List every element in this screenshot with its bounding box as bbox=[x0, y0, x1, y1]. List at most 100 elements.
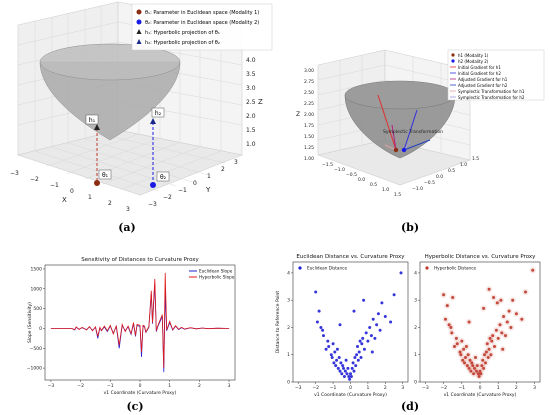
x-tick-b: −1.0 bbox=[334, 167, 345, 173]
z-axis-label: Z bbox=[258, 98, 263, 106]
scatter-point bbox=[495, 301, 499, 305]
scatter-halo bbox=[487, 351, 495, 358]
legend-a bbox=[131, 3, 273, 51]
scatter-point bbox=[345, 372, 349, 376]
scatter-point bbox=[449, 326, 453, 329]
x-tick-label: −1 bbox=[458, 385, 465, 391]
legend-b bbox=[447, 49, 545, 101]
scatter-halo bbox=[474, 362, 481, 369]
scatter-point bbox=[349, 375, 353, 378]
scatter-point bbox=[346, 366, 350, 370]
scatter-halo bbox=[449, 294, 456, 301]
scatter-point bbox=[474, 356, 477, 359]
theta2-label: θ₂ bbox=[160, 174, 167, 181]
initial-gradient-h1 bbox=[377, 94, 397, 151]
scatter-halo bbox=[494, 299, 501, 307]
x-tick: 0 bbox=[70, 188, 74, 195]
y-tick: −3 bbox=[148, 201, 157, 208]
scatter-halo bbox=[470, 370, 477, 377]
z-tick-b: 1.00 bbox=[304, 156, 314, 162]
legend-swatch bbox=[425, 266, 429, 270]
z-tick-b: 3.00 bbox=[304, 68, 314, 74]
chart-sensitivity: −3 −2 −1 0 1 2 3 −1000 −500 0 500 1000 1500 Sensitivi… bbox=[27, 257, 236, 396]
scatter-point bbox=[484, 350, 488, 354]
plot-area bbox=[44, 264, 236, 381]
x-tick-label: 2 bbox=[198, 383, 201, 389]
floor-pane-b bbox=[316, 139, 472, 186]
scatter-point bbox=[491, 334, 495, 338]
scatter-halo bbox=[491, 343, 498, 350]
scatter-halo bbox=[482, 359, 489, 367]
y-tick-label: 2 bbox=[414, 325, 417, 331]
y-tick: −2 bbox=[163, 194, 172, 201]
scatter-point bbox=[467, 366, 471, 370]
legend-b-item: Symplectic Transformation for h1 bbox=[458, 89, 525, 94]
scatter-point bbox=[358, 339, 362, 343]
scatter-point bbox=[350, 366, 354, 370]
scatter-point bbox=[314, 290, 318, 294]
scatter-point bbox=[502, 315, 506, 318]
scatter-halo bbox=[504, 318, 511, 326]
h1-point-b bbox=[393, 147, 399, 153]
scatter-halo bbox=[477, 370, 485, 377]
scatter-point bbox=[353, 356, 357, 359]
scatter-halo bbox=[447, 324, 455, 331]
x-tick-label: 1 bbox=[497, 385, 500, 391]
scatter-halo bbox=[458, 337, 465, 345]
x-tick-label: −1 bbox=[330, 385, 337, 391]
panel-b-3d-plot: Symplectic Transformation 3.00 2.75 2.50… bbox=[296, 49, 545, 234]
scatter-point bbox=[507, 309, 511, 313]
scatter-point bbox=[317, 309, 321, 313]
scatter-point bbox=[321, 328, 325, 332]
scatter-point bbox=[450, 331, 454, 335]
scatter-halo bbox=[493, 327, 500, 334]
y-tick-label: 3 bbox=[414, 298, 417, 304]
z-tick: 4.0 bbox=[246, 57, 256, 64]
scatter-point bbox=[378, 328, 382, 332]
y-tick-b: 0.5 bbox=[448, 168, 455, 174]
scatter-point bbox=[531, 268, 535, 272]
hyperboloid-surface bbox=[39, 61, 181, 141]
scatter-halo bbox=[465, 351, 472, 358]
scatter-halo bbox=[498, 329, 505, 337]
scatter-halo bbox=[485, 286, 493, 293]
caption-d: (d) bbox=[401, 400, 419, 413]
legend-b-item: Initial Gradient for h1 bbox=[458, 65, 501, 70]
scatter-point bbox=[504, 334, 507, 338]
symplectic-annotation: Symplectic Transformation bbox=[383, 129, 443, 135]
y-tick-label: 4 bbox=[414, 270, 417, 276]
scatter-point bbox=[364, 331, 368, 335]
y-tick-label: −1000 bbox=[27, 366, 42, 372]
scatter-point bbox=[466, 353, 470, 357]
scatter-point bbox=[335, 358, 339, 362]
scatter-point bbox=[464, 345, 468, 348]
x-tick-label: −3 bbox=[422, 385, 429, 391]
scatter-point bbox=[462, 347, 466, 351]
x-tick-b: 1.5 bbox=[394, 192, 401, 198]
scatter-point bbox=[488, 336, 492, 340]
scatter-point bbox=[474, 369, 478, 373]
scatter-point bbox=[509, 326, 513, 329]
y-tick: 0 bbox=[193, 180, 197, 187]
scatter-point bbox=[496, 336, 500, 340]
x-tick-label: 0 bbox=[349, 385, 352, 391]
y-tick: 1 bbox=[207, 173, 211, 180]
x-tick-label: 1 bbox=[366, 385, 369, 391]
scatter-point bbox=[482, 366, 486, 370]
scatter-point bbox=[341, 364, 345, 368]
scatter-point bbox=[464, 356, 467, 359]
scatter-point bbox=[362, 298, 366, 302]
scatter-halo bbox=[502, 332, 509, 339]
scatter-halo bbox=[442, 316, 449, 323]
scatter-halo bbox=[496, 321, 504, 328]
y-tick-b: −0.5 bbox=[424, 180, 435, 186]
scatter-point bbox=[493, 345, 496, 348]
scatter-point bbox=[447, 323, 451, 327]
legend-b-item: Initial Gradient for h2 bbox=[458, 71, 501, 76]
x-tick: 1 bbox=[88, 194, 92, 201]
legend-a-item: h₁: Hyperbolic projection of θ₁ bbox=[145, 30, 220, 36]
scatter-point bbox=[360, 342, 364, 346]
legend-swatch bbox=[298, 266, 302, 270]
scatter-point bbox=[479, 372, 483, 376]
scatter-halo bbox=[472, 354, 479, 361]
